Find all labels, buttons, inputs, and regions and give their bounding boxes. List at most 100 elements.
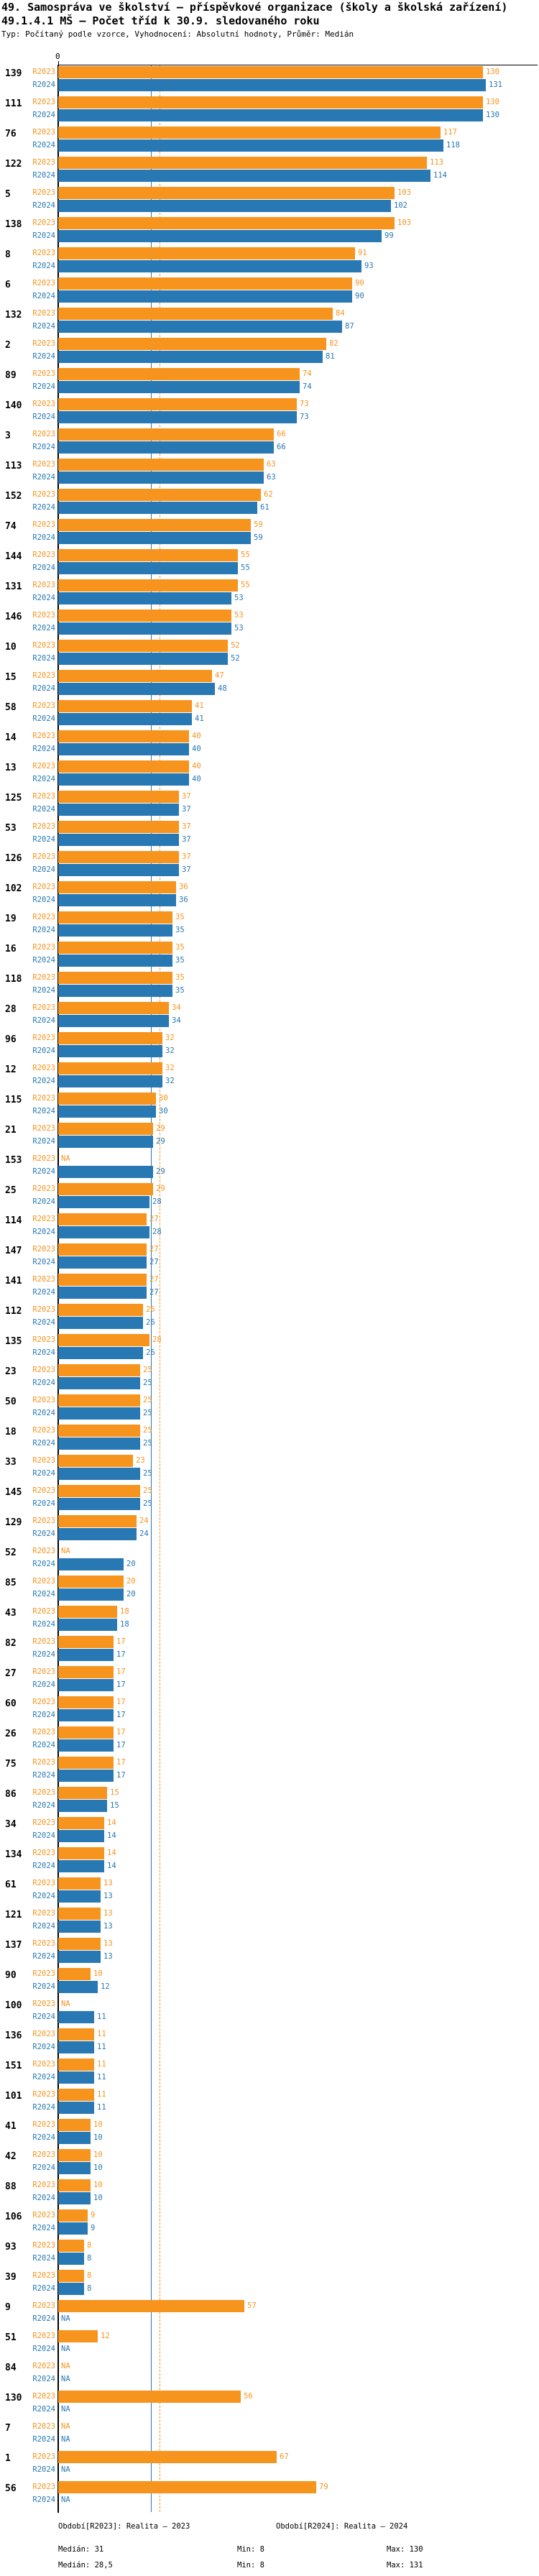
chart-row-group: 52 R2023 NA R2024 20 (0, 1545, 539, 1570)
value-label-r2024: 35 (175, 926, 185, 934)
series-label-r2024: R2024 (32, 533, 55, 542)
value-label-r2024: 17 (116, 1741, 126, 1749)
bar-r2024 (58, 2041, 94, 2053)
category-label: 10 (5, 642, 17, 653)
bar-r2024 (58, 834, 179, 846)
chart-row-group: 13 R2023 40 R2024 40 (0, 760, 539, 786)
bar-r2024 (58, 441, 274, 454)
category-label: 74 (5, 521, 17, 532)
series-label-r2023: R2023 (32, 1426, 55, 1435)
chart-row-group: 141 R2023 27 R2024 27 (0, 1274, 539, 1299)
category-label: 102 (5, 883, 22, 894)
category-label: 7 (5, 2423, 11, 2434)
value-label-r2023: 73 (300, 400, 309, 408)
value-label-r2023: 53 (234, 611, 244, 620)
bar-r2024 (58, 1015, 169, 1027)
series-label-r2024: R2024 (32, 413, 55, 421)
bar-r2024 (58, 1649, 114, 1661)
bar-r2024 (58, 2132, 91, 2144)
series-label-r2024: R2024 (32, 171, 55, 180)
bar-r2023 (58, 1062, 162, 1075)
bar-r2024 (58, 1438, 140, 1450)
bar-r2024 (58, 592, 231, 604)
series-label-r2024: R2024 (32, 2194, 55, 2202)
chart-row-group: 100 R2023 NA R2024 11 (0, 1998, 539, 2023)
series-label-r2024: R2024 (32, 1197, 55, 1206)
chart-row-group: 74 R2023 59 R2024 59 (0, 519, 539, 544)
legend-min-r2024: Min: 8 (237, 2561, 264, 2570)
value-label-r2024: 17 (116, 1711, 126, 1719)
bar-r2023 (58, 2028, 94, 2041)
chart-row-group: 112 R2023 26 R2024 26 (0, 1304, 539, 1329)
value-label-r2023: 130 (486, 98, 499, 106)
bar-r2023 (58, 2300, 244, 2312)
series-label-r2023: R2023 (32, 460, 55, 469)
category-label: 3 (5, 431, 11, 441)
value-label-r2024: 40 (192, 745, 201, 753)
value-label-r2023: 12 (101, 2332, 110, 2340)
bar-r2023 (58, 911, 172, 924)
bar-r2023 (58, 1243, 147, 1256)
chart-row-group: 39 R2023 8 R2024 8 (0, 2270, 539, 2295)
series-label-r2023: R2023 (32, 158, 55, 167)
category-label: 141 (5, 1276, 22, 1287)
series-label-r2024: R2024 (32, 141, 55, 150)
series-label-r2023: R2023 (32, 1818, 55, 1827)
bar-r2023 (58, 1787, 107, 1799)
series-label-r2024: R2024 (32, 1137, 55, 1146)
series-label-r2024: R2024 (32, 2435, 55, 2444)
bar-r2024 (58, 1800, 107, 1812)
value-label-r2023: 10 (93, 2150, 103, 2159)
series-label-r2023: R2023 (32, 1547, 55, 1555)
series-label-r2023: R2023 (32, 852, 55, 861)
bar-r2023 (58, 428, 274, 441)
bar-r2024 (58, 109, 483, 121)
value-label-r2023: 32 (165, 1064, 175, 1072)
series-label-r2023: R2023 (32, 2241, 55, 2250)
value-label-r2023: 36 (179, 883, 188, 891)
series-label-r2024: R2024 (32, 1167, 55, 1176)
value-label-r2024: 35 (175, 956, 185, 965)
value-label-r2023: 37 (182, 852, 191, 861)
chart-row-group: 61 R2023 13 R2024 13 (0, 1877, 539, 1903)
value-label-r2023: 91 (358, 249, 367, 257)
bar-r2023 (58, 2240, 84, 2252)
value-label-r2024: 93 (364, 262, 374, 270)
value-label-r2024: 48 (218, 684, 227, 693)
category-label: 82 (5, 1638, 17, 1649)
bar-r2023 (58, 1183, 153, 1195)
series-label-r2024: R2024 (32, 594, 55, 602)
bar-r2024 (58, 2071, 94, 2084)
category-label: 139 (5, 68, 22, 79)
bar-r2024 (58, 1528, 137, 1540)
bar-r2023 (58, 610, 231, 622)
series-label-r2023: R2023 (32, 249, 55, 257)
chart-row-group: 10 R2023 52 R2024 52 (0, 640, 539, 665)
bar-r2024 (58, 683, 215, 695)
category-label: 118 (5, 974, 22, 985)
na-label: NA (61, 2465, 70, 2474)
chart-row-group: 139 R2023 130 R2024 131 (0, 66, 539, 91)
series-label-r2024: R2024 (32, 292, 55, 300)
series-label-r2024: R2024 (32, 1771, 55, 1780)
bar-r2024 (58, 230, 382, 242)
bar-r2024 (58, 713, 192, 725)
series-label-r2024: R2024 (32, 322, 55, 331)
bar-r2024 (58, 290, 352, 303)
series-label-r2023: R2023 (32, 98, 55, 106)
series-label-r2023: R2023 (32, 309, 55, 318)
value-label-r2024: 11 (97, 2103, 106, 2112)
value-label-r2023: 11 (97, 2090, 106, 2099)
bar-r2023 (58, 338, 326, 350)
value-label-r2023: 35 (175, 913, 185, 921)
series-label-r2023: R2023 (32, 1486, 55, 1495)
value-label-r2024: 18 (120, 1620, 129, 1629)
chart-row-group: 76 R2023 117 R2024 118 (0, 126, 539, 152)
series-label-r2023: R2023 (32, 883, 55, 891)
value-label-r2023: 84 (336, 309, 345, 318)
series-label-r2024: R2024 (32, 2465, 55, 2474)
value-label-r2024: 27 (149, 1258, 159, 1266)
legend-period-r2023: Období[R2023]: Realita – 2023 (58, 2522, 190, 2531)
bar-r2023 (58, 1696, 114, 1708)
chart-row-group: 144 R2023 55 R2024 55 (0, 549, 539, 574)
